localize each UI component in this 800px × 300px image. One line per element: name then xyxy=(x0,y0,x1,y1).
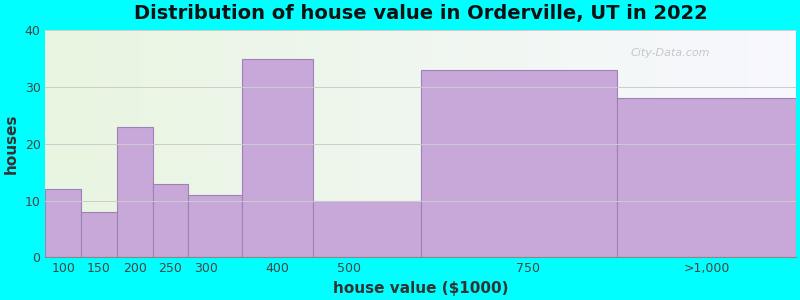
Bar xyxy=(242,59,314,257)
Bar xyxy=(617,98,796,257)
Bar xyxy=(188,195,242,257)
Bar xyxy=(81,212,117,257)
X-axis label: house value ($1000): house value ($1000) xyxy=(333,281,508,296)
Bar xyxy=(46,189,81,257)
Y-axis label: houses: houses xyxy=(4,114,19,174)
Bar xyxy=(314,201,421,257)
Text: City-Data.com: City-Data.com xyxy=(630,48,710,59)
Bar xyxy=(153,184,188,257)
Bar xyxy=(117,127,153,257)
Title: Distribution of house value in Orderville, UT in 2022: Distribution of house value in Ordervill… xyxy=(134,4,707,23)
Bar xyxy=(421,70,617,257)
